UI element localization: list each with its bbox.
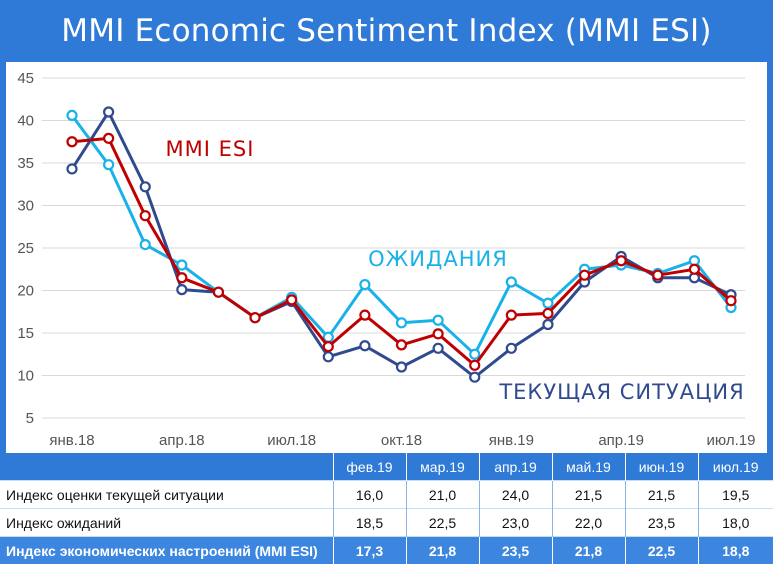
chart-title: MMI Economic Sentiment Index (MMI ESI) (0, 0, 773, 62)
x-tick-label: июл.18 (267, 432, 316, 449)
data-point (287, 295, 296, 304)
table-header-cell: фев.19 (333, 453, 406, 481)
plot-area: 5 10 15 20 25 30 35 40 45 янв.18 апр.18 июл.18 окт.1… (6, 62, 767, 453)
x-tick-label: янв.19 (489, 432, 534, 449)
data-point (543, 309, 552, 318)
table-header-cell: июн.19 (625, 453, 698, 481)
data-point (690, 265, 699, 274)
table-cell: 21,5 (625, 481, 698, 509)
data-point (470, 350, 479, 359)
data-point (507, 278, 516, 287)
data-point (360, 280, 369, 289)
data-point (434, 329, 443, 338)
data-point (68, 137, 77, 146)
data-point (360, 311, 369, 320)
table-cell: 18,5 (333, 509, 406, 537)
table-cell: 24,0 (479, 481, 552, 509)
x-tick-label: апр.18 (159, 432, 205, 449)
table-row: Индекс ожиданий 18,5 22,5 23,0 22,0 23,5… (0, 509, 773, 537)
table-cell: 16,0 (333, 481, 406, 509)
x-tick-label: окт.18 (381, 432, 422, 449)
data-point (434, 344, 443, 353)
y-tick-label: 45 (17, 70, 34, 87)
data-table-container: фев.19 мар.19 апр.19 май.19 июн.19 июл.1… (0, 453, 773, 561)
data-point (141, 240, 150, 249)
data-point (141, 211, 150, 220)
y-tick-label: 40 (17, 113, 34, 130)
data-point (727, 296, 736, 305)
y-tick-label: 35 (17, 155, 34, 172)
y-tick-label: 10 (17, 368, 34, 385)
table-cell: 17,3 (333, 537, 406, 564)
data-point (177, 285, 186, 294)
table-header-cell (0, 453, 333, 481)
table-cell: 18,8 (698, 537, 773, 564)
table-cell: 21,8 (406, 537, 479, 564)
table-cell: 21,5 (552, 481, 625, 509)
y-tick-label: 30 (17, 198, 34, 215)
data-point (397, 318, 406, 327)
table-cell: 21,0 (406, 481, 479, 509)
data-point (543, 299, 552, 308)
data-point (177, 261, 186, 270)
data-point (104, 160, 113, 169)
data-point (470, 361, 479, 370)
data-point (543, 320, 552, 329)
data-point (397, 363, 406, 372)
data-point (653, 271, 662, 280)
data-point (397, 340, 406, 349)
table-header-cell: апр.19 (479, 453, 552, 481)
table-cell: 23,5 (625, 509, 698, 537)
table-cell: 22,0 (552, 509, 625, 537)
table-cell: 23,0 (479, 509, 552, 537)
table-header-row: фев.19 мар.19 апр.19 май.19 июн.19 июл.1… (0, 453, 773, 481)
table-cell: 23,5 (479, 537, 552, 564)
data-point (470, 373, 479, 382)
data-point (324, 352, 333, 361)
series-label: ТЕКУЩАЯ СИТУАЦИЯ (498, 380, 744, 404)
table-header-cell: июл.19 (698, 453, 773, 481)
data-point (68, 111, 77, 120)
data-point (617, 256, 626, 265)
y-tick-label: 20 (17, 283, 34, 300)
y-tick-label: 15 (17, 325, 34, 342)
x-tick-label: апр.19 (598, 432, 644, 449)
data-point (104, 108, 113, 117)
data-point (177, 273, 186, 282)
data-point (507, 311, 516, 320)
data-point (434, 316, 443, 325)
x-tick-label: июл.19 (707, 432, 756, 449)
table-cell: 22,5 (625, 537, 698, 564)
data-point (68, 164, 77, 173)
table-row-esi: Индекс экономических настроений (MMI ESI… (0, 537, 773, 564)
x-tick-label: янв.18 (49, 432, 94, 449)
data-point (214, 288, 223, 297)
data-point (580, 271, 589, 280)
row-label: Индекс ожиданий (0, 509, 333, 537)
data-point (141, 182, 150, 191)
row-label: Индекс экономических настроений (MMI ESI… (0, 537, 333, 564)
table-header-cell: мар.19 (406, 453, 479, 481)
data-point (507, 344, 516, 353)
y-tick-label: 25 (17, 240, 34, 257)
data-point (360, 341, 369, 350)
table-header-cell: май.19 (552, 453, 625, 481)
data-table: фев.19 мар.19 апр.19 май.19 июн.19 июл.1… (0, 453, 773, 564)
table-cell: 22,5 (406, 509, 479, 537)
data-point (251, 313, 260, 322)
data-point (104, 134, 113, 143)
table-row: Индекс оценки текущей ситуации 16,0 21,0… (0, 481, 773, 509)
series-label: MMI ESI (166, 137, 255, 161)
table-cell: 21,8 (552, 537, 625, 564)
line-chart: 5 10 15 20 25 30 35 40 45 янв.18 апр.18 июл.18 окт.1… (6, 62, 767, 453)
data-point (324, 342, 333, 351)
row-label: Индекс оценки текущей ситуации (0, 481, 333, 509)
y-tick-label: 5 (26, 410, 34, 427)
table-cell: 19,5 (698, 481, 773, 509)
series-label: ОЖИДАНИЯ (368, 247, 508, 271)
table-cell: 18,0 (698, 509, 773, 537)
